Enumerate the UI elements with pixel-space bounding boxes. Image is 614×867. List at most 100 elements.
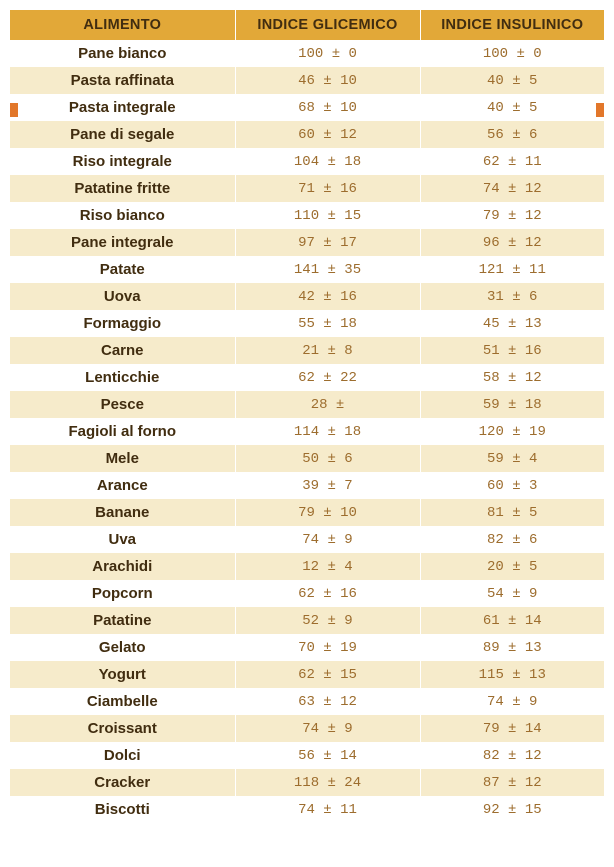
table-row: Arance39 ± 760 ± 3 (10, 472, 604, 499)
cell-alimento: Arance (10, 472, 235, 499)
table-row: Pasta raffinata46 ± 1040 ± 5 (10, 67, 604, 94)
cell-glicemico: 52 ± 9 (235, 607, 420, 634)
table-row: Yogurt62 ± 15115 ± 13 (10, 661, 604, 688)
cell-insulinico: 56 ± 6 (420, 121, 604, 148)
cell-glicemico: 74 ± 9 (235, 526, 420, 553)
cell-insulinico: 59 ± 18 (420, 391, 604, 418)
cell-glicemico: 97 ± 17 (235, 229, 420, 256)
table-row: Uova42 ± 1631 ± 6 (10, 283, 604, 310)
cell-alimento: Patate (10, 256, 235, 283)
cell-glicemico: 28 ± (235, 391, 420, 418)
cell-alimento: Fagioli al forno (10, 418, 235, 445)
side-tick-left (10, 103, 18, 117)
cell-glicemico: 56 ± 14 (235, 742, 420, 769)
cell-glicemico: 62 ± 15 (235, 661, 420, 688)
table-row: Pane di segale60 ± 1256 ± 6 (10, 121, 604, 148)
cell-insulinico: 120 ± 19 (420, 418, 604, 445)
table-row: Cracker118 ± 2487 ± 12 (10, 769, 604, 796)
cell-insulinico: 58 ± 12 (420, 364, 604, 391)
cell-alimento: Uova (10, 283, 235, 310)
cell-alimento: Patatine (10, 607, 235, 634)
cell-insulinico: 40 ± 5 (420, 94, 604, 121)
table-row: Croissant74 ± 979 ± 14 (10, 715, 604, 742)
cell-insulinico: 96 ± 12 (420, 229, 604, 256)
cell-glicemico: 55 ± 18 (235, 310, 420, 337)
cell-insulinico: 82 ± 6 (420, 526, 604, 553)
table-row: Banane79 ± 1081 ± 5 (10, 499, 604, 526)
cell-insulinico: 54 ± 9 (420, 580, 604, 607)
col-header-glicemico: INDICE GLICEMICO (235, 10, 420, 40)
table-row: Pasta integrale68 ± 1040 ± 5 (10, 94, 604, 121)
cell-insulinico: 121 ± 11 (420, 256, 604, 283)
table-row: Pane bianco100 ± 0100 ± 0 (10, 40, 604, 67)
header-row: ALIMENTO INDICE GLICEMICO INDICE INSULIN… (10, 10, 604, 40)
table-row: Biscotti74 ± 1192 ± 15 (10, 796, 604, 823)
col-header-alimento: ALIMENTO (10, 10, 235, 40)
cell-insulinico: 79 ± 12 (420, 202, 604, 229)
cell-glicemico: 104 ± 18 (235, 148, 420, 175)
cell-alimento: Popcorn (10, 580, 235, 607)
table-row: Riso bianco110 ± 1579 ± 12 (10, 202, 604, 229)
cell-alimento: Patatine fritte (10, 175, 235, 202)
cell-alimento: Croissant (10, 715, 235, 742)
cell-alimento: Gelato (10, 634, 235, 661)
cell-insulinico: 60 ± 3 (420, 472, 604, 499)
cell-alimento: Riso bianco (10, 202, 235, 229)
cell-insulinico: 59 ± 4 (420, 445, 604, 472)
cell-glicemico: 62 ± 16 (235, 580, 420, 607)
table-row: Gelato70 ± 1989 ± 13 (10, 634, 604, 661)
cell-glicemico: 71 ± 16 (235, 175, 420, 202)
cell-alimento: Ciambelle (10, 688, 235, 715)
table-body: Pane bianco100 ± 0100 ± 0Pasta raffinata… (10, 40, 604, 823)
cell-insulinico: 40 ± 5 (420, 67, 604, 94)
cell-alimento: Pasta raffinata (10, 67, 235, 94)
cell-glicemico: 68 ± 10 (235, 94, 420, 121)
cell-insulinico: 92 ± 15 (420, 796, 604, 823)
cell-glicemico: 46 ± 10 (235, 67, 420, 94)
col-header-insulinico: INDICE INSULINICO (420, 10, 604, 40)
cell-insulinico: 74 ± 9 (420, 688, 604, 715)
table-row: Pesce28 ±59 ± 18 (10, 391, 604, 418)
cell-insulinico: 61 ± 14 (420, 607, 604, 634)
cell-alimento: Cracker (10, 769, 235, 796)
cell-glicemico: 114 ± 18 (235, 418, 420, 445)
cell-alimento: Pesce (10, 391, 235, 418)
cell-alimento: Pane di segale (10, 121, 235, 148)
cell-alimento: Arachidi (10, 553, 235, 580)
cell-insulinico: 31 ± 6 (420, 283, 604, 310)
table-row: Formaggio55 ± 1845 ± 13 (10, 310, 604, 337)
cell-insulinico: 100 ± 0 (420, 40, 604, 67)
cell-alimento: Uva (10, 526, 235, 553)
cell-glicemico: 62 ± 22 (235, 364, 420, 391)
cell-glicemico: 12 ± 4 (235, 553, 420, 580)
table-row: Patate141 ± 35121 ± 11 (10, 256, 604, 283)
cell-insulinico: 20 ± 5 (420, 553, 604, 580)
cell-glicemico: 63 ± 12 (235, 688, 420, 715)
table-row: Mele50 ± 659 ± 4 (10, 445, 604, 472)
cell-glicemico: 79 ± 10 (235, 499, 420, 526)
table-row: Pane integrale97 ± 1796 ± 12 (10, 229, 604, 256)
cell-insulinico: 45 ± 13 (420, 310, 604, 337)
cell-alimento: Pane bianco (10, 40, 235, 67)
table-row: Popcorn62 ± 1654 ± 9 (10, 580, 604, 607)
cell-alimento: Dolci (10, 742, 235, 769)
table-wrapper: ALIMENTO INDICE GLICEMICO INDICE INSULIN… (10, 10, 604, 823)
table-row: Ciambelle63 ± 1274 ± 9 (10, 688, 604, 715)
table-row: Riso integrale104 ± 1862 ± 11 (10, 148, 604, 175)
cell-glicemico: 42 ± 16 (235, 283, 420, 310)
table-row: Arachidi12 ± 420 ± 5 (10, 553, 604, 580)
side-tick-right (596, 103, 604, 117)
table-row: Patatine52 ± 961 ± 14 (10, 607, 604, 634)
cell-alimento: Pane integrale (10, 229, 235, 256)
cell-insulinico: 89 ± 13 (420, 634, 604, 661)
cell-glicemico: 110 ± 15 (235, 202, 420, 229)
table-row: Fagioli al forno114 ± 18120 ± 19 (10, 418, 604, 445)
cell-insulinico: 74 ± 12 (420, 175, 604, 202)
cell-insulinico: 51 ± 16 (420, 337, 604, 364)
cell-glicemico: 100 ± 0 (235, 40, 420, 67)
table-row: Patatine fritte71 ± 1674 ± 12 (10, 175, 604, 202)
cell-insulinico: 79 ± 14 (420, 715, 604, 742)
cell-glicemico: 141 ± 35 (235, 256, 420, 283)
cell-alimento: Pasta integrale (10, 94, 235, 121)
glycemic-table: ALIMENTO INDICE GLICEMICO INDICE INSULIN… (10, 10, 604, 823)
